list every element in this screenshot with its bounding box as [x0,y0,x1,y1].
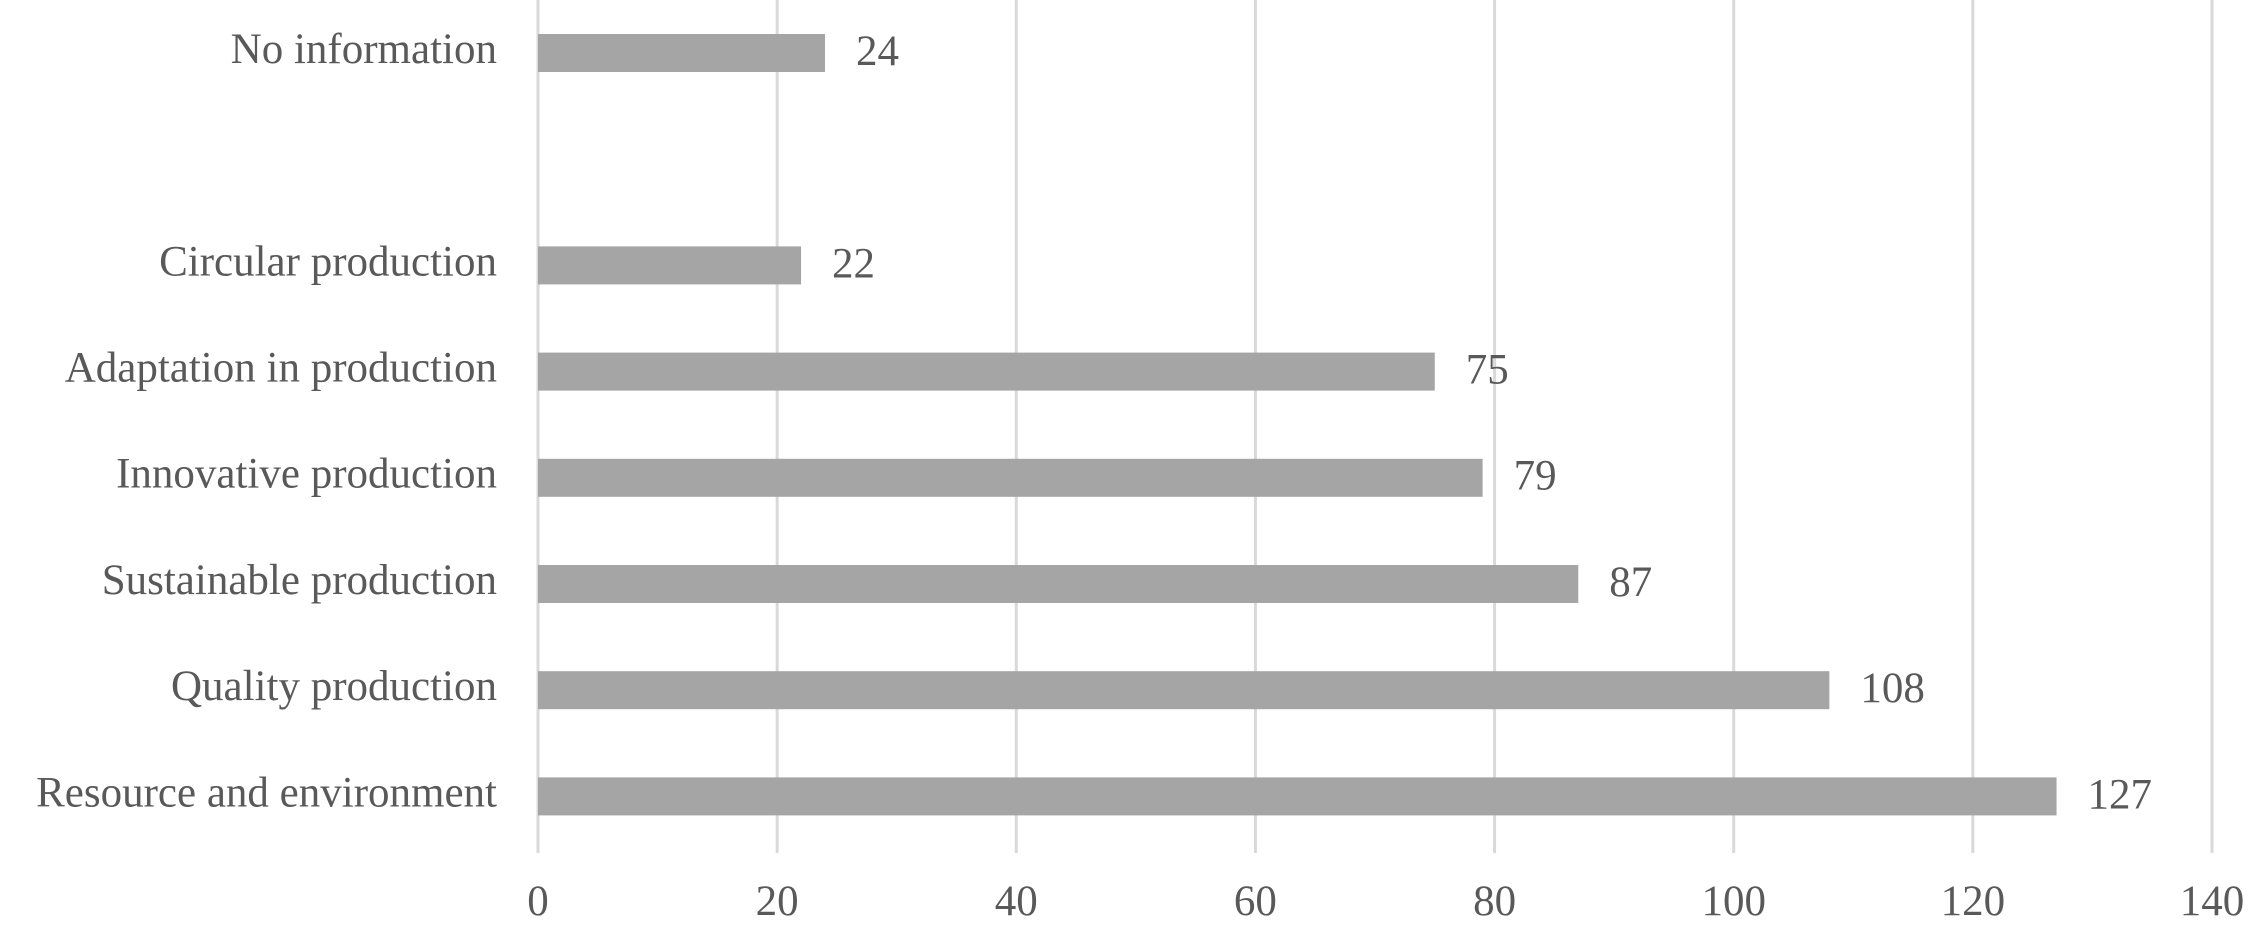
x-tick-label: 40 [995,878,1038,925]
value-label: 79 [1514,453,1557,500]
x-tick-label: 0 [527,878,549,925]
value-label: 127 [2088,771,2153,818]
y-tick-label: Innovative production [116,451,497,498]
x-tick-label: 100 [1701,878,1766,925]
bar [538,777,2057,816]
x-tick-label: 60 [1234,878,1277,925]
bar [538,34,825,72]
y-tick-label: Quality production [171,663,497,710]
x-tick-label: 20 [756,878,799,925]
value-label: 108 [1860,665,1925,712]
y-tick-label: Resource and environment [36,769,497,816]
value-label: 24 [856,28,899,75]
y-tick-label: Adaptation in production [65,344,497,391]
bar [538,246,802,285]
bar [538,458,1483,497]
bar [538,565,1579,603]
value-label: 87 [1609,559,1652,606]
bar [538,671,1830,710]
y-tick-label: Circular production [159,238,497,285]
value-label: 22 [832,240,875,287]
y-tick-label: No information [231,26,497,73]
x-tick-label: 80 [1473,878,1516,925]
bar [538,352,1435,391]
x-tick-label: 120 [1941,878,2006,925]
y-tick-label: Sustainable production [102,557,497,604]
value-label: 75 [1466,346,1509,393]
x-tick-label: 140 [2180,878,2245,925]
